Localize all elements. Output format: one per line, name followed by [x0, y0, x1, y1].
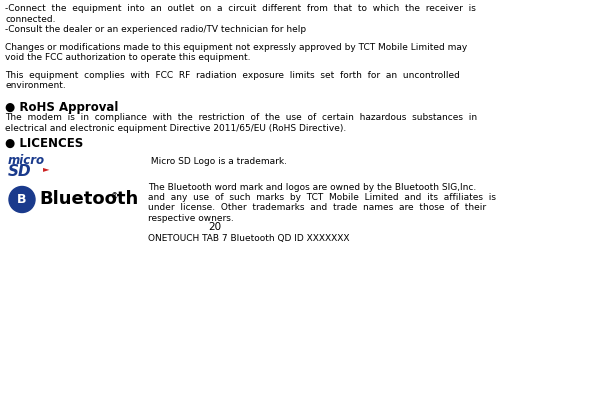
Text: ● LICENCES: ● LICENCES: [5, 137, 83, 149]
Text: -Consult the dealer or an experienced radio/TV technician for help: -Consult the dealer or an experienced ra…: [5, 25, 306, 34]
Circle shape: [9, 186, 35, 213]
Text: ONETOUCH TAB 7 Bluetooth QD ID XXXXXXX: ONETOUCH TAB 7 Bluetooth QD ID XXXXXXX: [148, 234, 350, 243]
Text: Changes or modifications made to this equipment not expressly approved by TCT Mo: Changes or modifications made to this eq…: [5, 42, 468, 51]
Text: The Bluetooth word mark and logos are owned by the Bluetooth SIG,Inc.: The Bluetooth word mark and logos are ow…: [148, 182, 476, 191]
Text: environment.: environment.: [5, 81, 66, 90]
Text: electrical and electronic equipment Directive 2011/65/EU (RoHS Directive).: electrical and electronic equipment Dire…: [5, 124, 346, 133]
Text: The  modem  is  in  compliance  with  the  restriction  of  the  use  of  certai: The modem is in compliance with the rest…: [5, 113, 477, 122]
Text: 20: 20: [208, 222, 221, 233]
Text: Micro SD Logo is a trademark.: Micro SD Logo is a trademark.: [148, 157, 287, 166]
Text: ®: ®: [111, 193, 119, 202]
Text: Bluetooth: Bluetooth: [39, 191, 138, 208]
Text: respective owners.: respective owners.: [148, 214, 233, 223]
Text: void the FCC authorization to operate this equipment.: void the FCC authorization to operate th…: [5, 53, 250, 62]
Text: micro: micro: [8, 155, 45, 168]
Text: connected.: connected.: [5, 15, 55, 24]
Text: ►: ►: [43, 164, 49, 173]
Text: This  equipment  complies  with  FCC  RF  radiation  exposure  limits  set  fort: This equipment complies with FCC RF radi…: [5, 71, 460, 80]
Text: and  any  use  of  such  marks  by  TCT  Mobile  Limited  and  its  affiliates  : and any use of such marks by TCT Mobile …: [148, 193, 496, 202]
Text: B: B: [17, 193, 27, 206]
Text: under  license.  Other  trademarks  and  trade  names  are  those  of  their: under license. Other trademarks and trad…: [148, 204, 486, 213]
Text: SD: SD: [8, 164, 32, 180]
Text: -Connect  the  equipment  into  an  outlet  on  a  circuit  different  from  tha: -Connect the equipment into an outlet on…: [5, 4, 476, 13]
Text: ● RoHS Approval: ● RoHS Approval: [5, 100, 119, 113]
